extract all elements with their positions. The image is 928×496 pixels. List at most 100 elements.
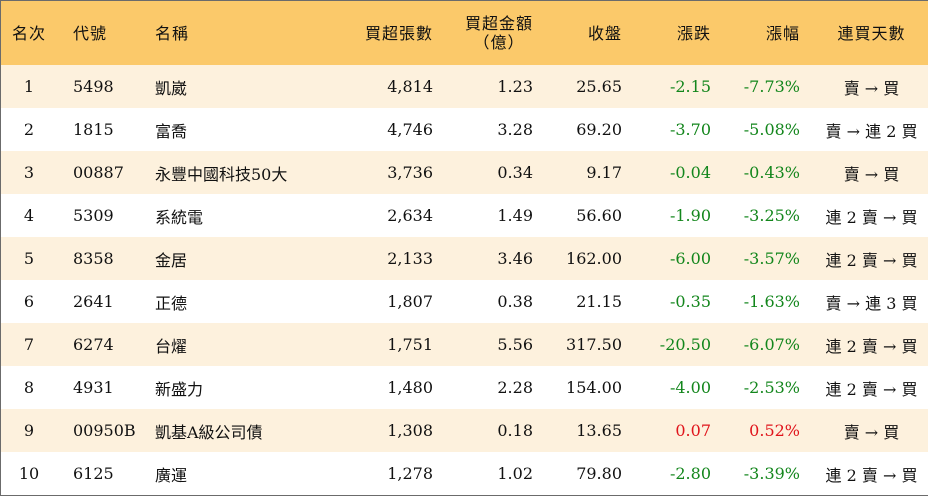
cell-amount: 0.34 xyxy=(497,163,533,182)
cell-close: 79.80 xyxy=(576,464,622,483)
cell-days: 賣 → 連 2 買 xyxy=(825,121,918,141)
cell-days: 連 2 賣 → 買 xyxy=(825,250,918,270)
cell-days: 賣 → 買 xyxy=(843,78,900,98)
cell-rank: 5 xyxy=(23,249,35,268)
cell-rank: 10 xyxy=(18,464,40,483)
cell-name[interactable]: 正德 xyxy=(155,293,188,313)
table-row[interactable]: 8 4931 新盛力 1,480 2.28 154.00 -4.00 -2.53… xyxy=(1,366,928,409)
cell-pct: -2.53% xyxy=(743,378,800,397)
cell-pct: -7.73% xyxy=(743,77,800,96)
cell-volume: 2,634 xyxy=(387,206,433,225)
cell-amount: 3.28 xyxy=(497,120,533,139)
cell-name[interactable]: 凱崴 xyxy=(155,78,188,98)
table-row[interactable]: 1 5498 凱崴 4,814 1.23 25.65 -2.15 -7.73% … xyxy=(1,65,928,108)
cell-code[interactable]: 1815 xyxy=(73,120,114,139)
cell-code[interactable]: 6125 xyxy=(73,464,114,483)
header-amount-label: 買超金額 （億） xyxy=(465,14,533,52)
cell-close: 21.15 xyxy=(576,292,622,311)
cell-change: 0.07 xyxy=(675,421,711,440)
cell-volume: 1,308 xyxy=(387,421,433,440)
cell-days: 連 2 賣 → 買 xyxy=(825,465,918,485)
cell-code[interactable]: 2641 xyxy=(73,292,114,311)
cell-change: -1.90 xyxy=(669,206,711,225)
header-code[interactable]: 代號 xyxy=(73,23,108,43)
cell-code[interactable]: 00950B xyxy=(73,421,136,440)
cell-close: 13.65 xyxy=(576,421,622,440)
table-row[interactable]: 5 8358 金居 2,133 3.46 162.00 -6.00 -3.57%… xyxy=(1,237,928,280)
cell-code[interactable]: 6274 xyxy=(73,335,114,354)
cell-volume: 1,807 xyxy=(387,292,433,311)
cell-change: -4.00 xyxy=(669,378,711,397)
cell-amount: 0.18 xyxy=(497,421,533,440)
cell-days: 賣 → 買 xyxy=(843,164,900,184)
cell-close: 154.00 xyxy=(566,378,622,397)
table-header: 名次 代號 名稱 買超張數 買超金額 （億） 收盤 漲跌 漲幅 連買天數 xyxy=(1,1,928,65)
cell-days: 連 2 賣 → 買 xyxy=(825,379,918,399)
header-amount[interactable]: 買超金額 （億） xyxy=(433,1,533,65)
header-amount-line1: 買超金額 xyxy=(464,14,533,33)
cell-name[interactable]: 新盛力 xyxy=(155,379,204,399)
cell-rank: 8 xyxy=(23,378,35,397)
cell-change: -2.80 xyxy=(669,464,711,483)
cell-code[interactable]: 5498 xyxy=(73,77,114,96)
header-row: 名次 代號 名稱 買超張數 買超金額 （億） 收盤 漲跌 漲幅 連買天數 xyxy=(1,1,928,65)
cell-days: 賣 → 買 xyxy=(843,422,900,442)
cell-code[interactable]: 8358 xyxy=(73,249,114,268)
table-row[interactable]: 2 1815 富喬 4,746 3.28 69.20 -3.70 -5.08% … xyxy=(1,108,928,151)
cell-rank: 6 xyxy=(23,292,35,311)
header-name[interactable]: 名稱 xyxy=(155,23,190,43)
cell-name[interactable]: 系統電 xyxy=(155,207,204,227)
cell-amount: 1.23 xyxy=(497,77,533,96)
cell-name[interactable]: 永豐中國科技50大 xyxy=(155,164,288,184)
cell-code[interactable]: 5309 xyxy=(73,206,114,225)
cell-days: 賣 → 連 3 買 xyxy=(825,293,918,313)
cell-close: 56.60 xyxy=(576,206,622,225)
header-amount-line2: （億） xyxy=(473,33,525,52)
cell-rank: 7 xyxy=(23,335,35,354)
cell-amount: 3.46 xyxy=(497,249,533,268)
table-row[interactable]: 6 2641 正德 1,807 0.38 21.15 -0.35 -1.63% … xyxy=(1,280,928,323)
cell-volume: 4,814 xyxy=(387,77,433,96)
cell-days: 連 2 賣 → 買 xyxy=(825,207,918,227)
cell-pct: -1.63% xyxy=(743,292,800,311)
cell-close: 25.65 xyxy=(576,77,622,96)
cell-name[interactable]: 廣運 xyxy=(155,465,188,485)
cell-rank: 3 xyxy=(23,163,35,182)
cell-name[interactable]: 富喬 xyxy=(155,121,188,141)
cell-volume: 4,746 xyxy=(387,120,433,139)
cell-name[interactable]: 金居 xyxy=(155,250,188,270)
header-close[interactable]: 收盤 xyxy=(587,23,622,43)
cell-code[interactable]: 4931 xyxy=(73,378,114,397)
cell-pct: -3.25% xyxy=(743,206,800,225)
cell-rank: 9 xyxy=(23,421,35,440)
cell-rank: 1 xyxy=(23,77,35,96)
cell-volume: 3,736 xyxy=(387,163,433,182)
cell-amount: 1.02 xyxy=(497,464,533,483)
header-rank[interactable]: 名次 xyxy=(11,23,46,43)
cell-amount: 1.49 xyxy=(497,206,533,225)
cell-close: 9.17 xyxy=(586,163,622,182)
cell-amount: 5.56 xyxy=(497,335,533,354)
cell-name[interactable]: 台燿 xyxy=(155,336,188,356)
cell-pct: -6.07% xyxy=(743,335,800,354)
cell-name[interactable]: 凱基A級公司債 xyxy=(155,422,263,442)
cell-pct: -5.08% xyxy=(743,120,800,139)
header-volume[interactable]: 買超張數 xyxy=(364,23,433,43)
header-days[interactable]: 連買天數 xyxy=(837,23,906,43)
cell-pct: -0.43% xyxy=(743,163,800,182)
table-row[interactable]: 3 00887 永豐中國科技50大 3,736 0.34 9.17 -0.04 … xyxy=(1,151,928,194)
cell-volume: 1,278 xyxy=(387,464,433,483)
cell-change: -3.70 xyxy=(669,120,711,139)
cell-change: -2.15 xyxy=(669,77,711,96)
header-pct[interactable]: 漲幅 xyxy=(765,23,800,43)
cell-pct: -3.39% xyxy=(743,464,800,483)
table-row[interactable]: 7 6274 台燿 1,751 5.56 317.50 -20.50 -6.07… xyxy=(1,323,928,366)
cell-code[interactable]: 00887 xyxy=(73,163,124,182)
table-row[interactable]: 9 00950B 凱基A級公司債 1,308 0.18 13.65 0.07 0… xyxy=(1,409,928,452)
header-change[interactable]: 漲跌 xyxy=(676,23,711,43)
cell-close: 69.20 xyxy=(576,120,622,139)
table-row[interactable]: 4 5309 系統電 2,634 1.49 56.60 -1.90 -3.25%… xyxy=(1,194,928,237)
table-row[interactable]: 10 6125 廣運 1,278 1.02 79.80 -2.80 -3.39%… xyxy=(1,452,928,495)
